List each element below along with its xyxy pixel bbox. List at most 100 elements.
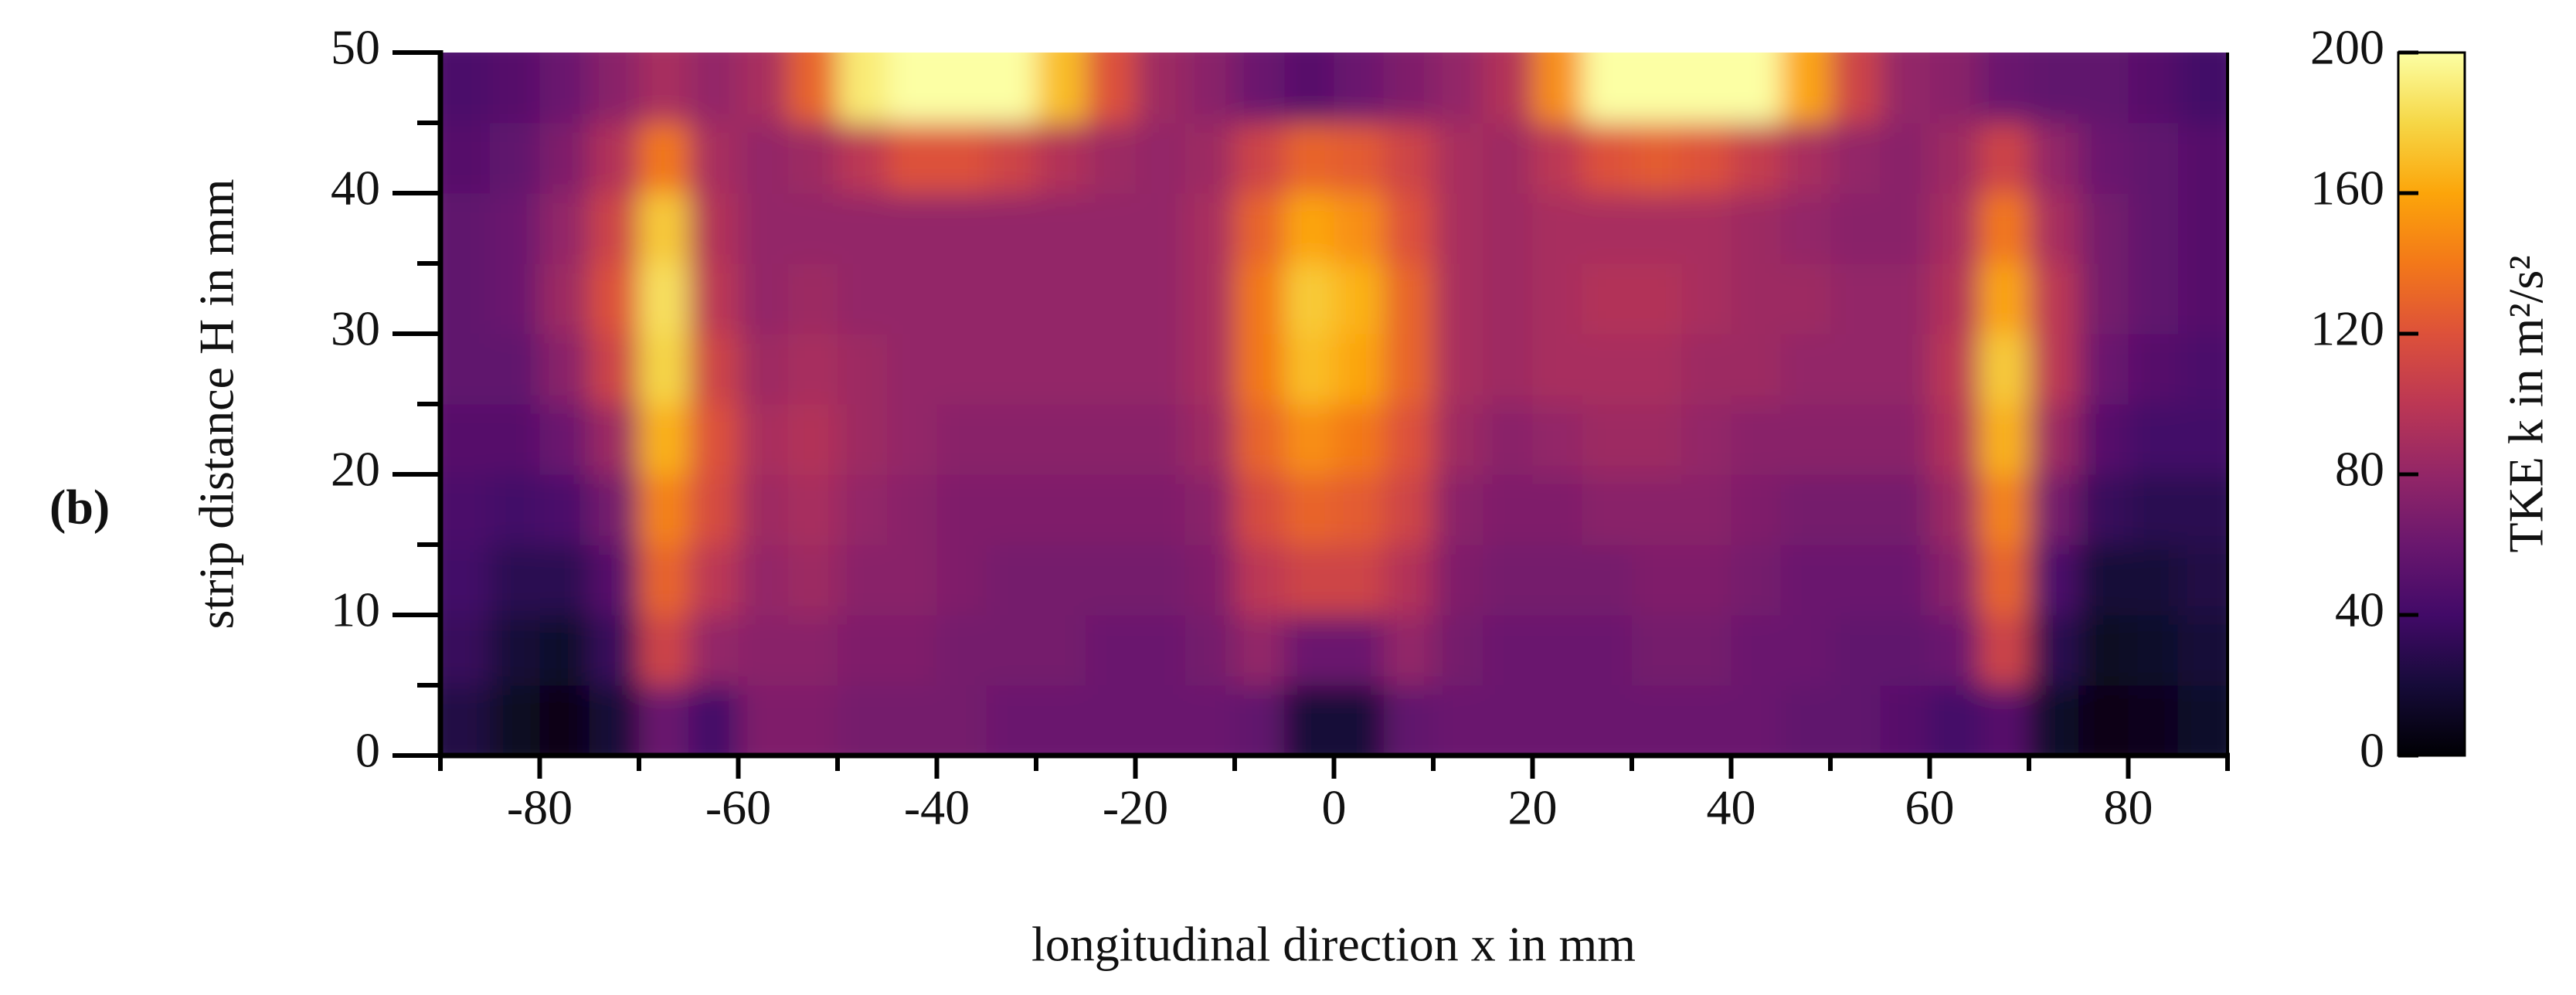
heatmap-cell bbox=[1086, 545, 1137, 616]
heatmap-cell bbox=[1184, 193, 1235, 264]
heatmap-cell bbox=[1780, 685, 1831, 756]
heatmap-cell bbox=[2128, 545, 2179, 616]
heatmap-cell bbox=[2177, 263, 2228, 334]
heatmap-cell bbox=[1632, 615, 1682, 686]
heatmap-cell bbox=[2128, 474, 2179, 545]
heatmap-cell bbox=[589, 545, 640, 616]
colorbar-tick-label: 80 bbox=[2335, 442, 2384, 497]
heatmap-cell bbox=[986, 474, 1037, 545]
heatmap-cell bbox=[738, 474, 789, 545]
heatmap-cell bbox=[2078, 123, 2129, 194]
heatmap-cell bbox=[1184, 53, 1235, 124]
heatmap-cell bbox=[1830, 263, 1881, 334]
y-tick-label: 10 bbox=[331, 582, 380, 637]
heatmap-cell bbox=[2177, 685, 2228, 756]
heatmap-cell bbox=[1483, 123, 1534, 194]
heatmap-cell bbox=[688, 193, 739, 264]
heatmap-cell bbox=[2128, 263, 2179, 334]
heatmap-cell bbox=[1086, 615, 1137, 686]
heatmap-cell bbox=[1582, 404, 1633, 475]
heatmap-cell bbox=[2177, 193, 2228, 264]
heatmap-cell bbox=[936, 545, 987, 616]
heatmap-cell bbox=[1532, 615, 1583, 686]
heatmap-cell bbox=[1334, 615, 1385, 686]
heatmap-cell bbox=[2029, 615, 2079, 686]
heatmap-cell bbox=[1681, 685, 1732, 756]
heatmap-cell bbox=[838, 474, 888, 545]
heatmap-cell bbox=[539, 334, 590, 405]
heatmap-cell bbox=[1483, 474, 1534, 545]
heatmap-cell bbox=[1135, 334, 1186, 405]
heatmap-cell bbox=[1830, 404, 1881, 475]
heatmap-cell bbox=[1532, 53, 1583, 124]
heatmap-cell bbox=[1532, 263, 1583, 334]
heatmap-cell bbox=[1184, 123, 1235, 194]
heatmap-cell bbox=[1036, 53, 1086, 124]
heatmap-cell bbox=[887, 263, 938, 334]
heatmap-cell bbox=[688, 615, 739, 686]
heatmap-cell bbox=[2177, 404, 2228, 475]
heatmap-cell bbox=[1979, 474, 2030, 545]
heatmap-cell bbox=[787, 404, 838, 475]
heatmap-cell bbox=[1135, 545, 1186, 616]
heatmap-cell bbox=[936, 334, 987, 405]
heatmap-cell bbox=[1383, 334, 1434, 405]
heatmap-cell bbox=[2128, 193, 2179, 264]
heatmap-cell bbox=[1731, 334, 1782, 405]
heatmap-cell bbox=[1383, 474, 1434, 545]
heatmap-cell bbox=[440, 685, 491, 756]
heatmap-cell bbox=[1979, 263, 2030, 334]
heatmap-cell bbox=[589, 193, 640, 264]
heatmap-cell bbox=[490, 404, 541, 475]
heatmap-cell bbox=[1184, 615, 1235, 686]
heatmap-cell bbox=[936, 53, 987, 124]
heatmap-cell bbox=[1433, 193, 1483, 264]
heatmap-cell bbox=[1880, 685, 1931, 756]
heatmap-cell bbox=[1532, 474, 1583, 545]
heatmap-cell bbox=[1731, 193, 1782, 264]
heatmap-cell bbox=[1334, 334, 1385, 405]
heatmap-cell bbox=[2128, 404, 2179, 475]
heatmap-cell bbox=[1681, 193, 1732, 264]
heatmap-cell bbox=[440, 123, 491, 194]
heatmap-cell bbox=[1284, 193, 1335, 264]
heatmap-cell bbox=[589, 53, 640, 124]
heatmap-cell bbox=[1731, 53, 1782, 124]
heatmap-cell bbox=[1582, 53, 1633, 124]
heatmap-cell bbox=[838, 53, 888, 124]
heatmap-cell bbox=[589, 123, 640, 194]
heatmap-cell bbox=[838, 263, 888, 334]
heatmap-cell bbox=[1086, 334, 1137, 405]
heatmap-cell bbox=[1483, 685, 1534, 756]
heatmap-cell bbox=[738, 123, 789, 194]
heatmap-cell bbox=[1929, 685, 1980, 756]
y-tick-label: 40 bbox=[331, 161, 380, 216]
heatmap-cell bbox=[1284, 404, 1335, 475]
heatmap-cell bbox=[1731, 474, 1782, 545]
heatmap-cell bbox=[1184, 404, 1235, 475]
heatmap-cell bbox=[440, 474, 491, 545]
heatmap-cell bbox=[1184, 263, 1235, 334]
heatmap-cell bbox=[539, 404, 590, 475]
heatmap-cells bbox=[440, 53, 2228, 756]
heatmap-cell bbox=[589, 334, 640, 405]
heatmap-cell bbox=[1483, 404, 1534, 475]
x-tick-label: 0 bbox=[1322, 780, 1347, 835]
heatmap-cell bbox=[1086, 263, 1137, 334]
heatmap-cell bbox=[1929, 263, 1980, 334]
heatmap-cell bbox=[1184, 685, 1235, 756]
heatmap-cell bbox=[2029, 404, 2079, 475]
heatmap-cell bbox=[1979, 123, 2030, 194]
heatmap-cell bbox=[639, 474, 689, 545]
heatmap-cell bbox=[1582, 193, 1633, 264]
heatmap-cell bbox=[1582, 474, 1633, 545]
heatmap-cell bbox=[1383, 123, 1434, 194]
heatmap-cell bbox=[1582, 123, 1633, 194]
heatmap-cell bbox=[639, 123, 689, 194]
heatmap-cell bbox=[1929, 334, 1980, 405]
heatmap-cell bbox=[1235, 53, 1285, 124]
heatmap-cell bbox=[490, 193, 541, 264]
heatmap-cell bbox=[1979, 615, 2030, 686]
heatmap-cell bbox=[1086, 193, 1137, 264]
heatmap-cell bbox=[1532, 545, 1583, 616]
